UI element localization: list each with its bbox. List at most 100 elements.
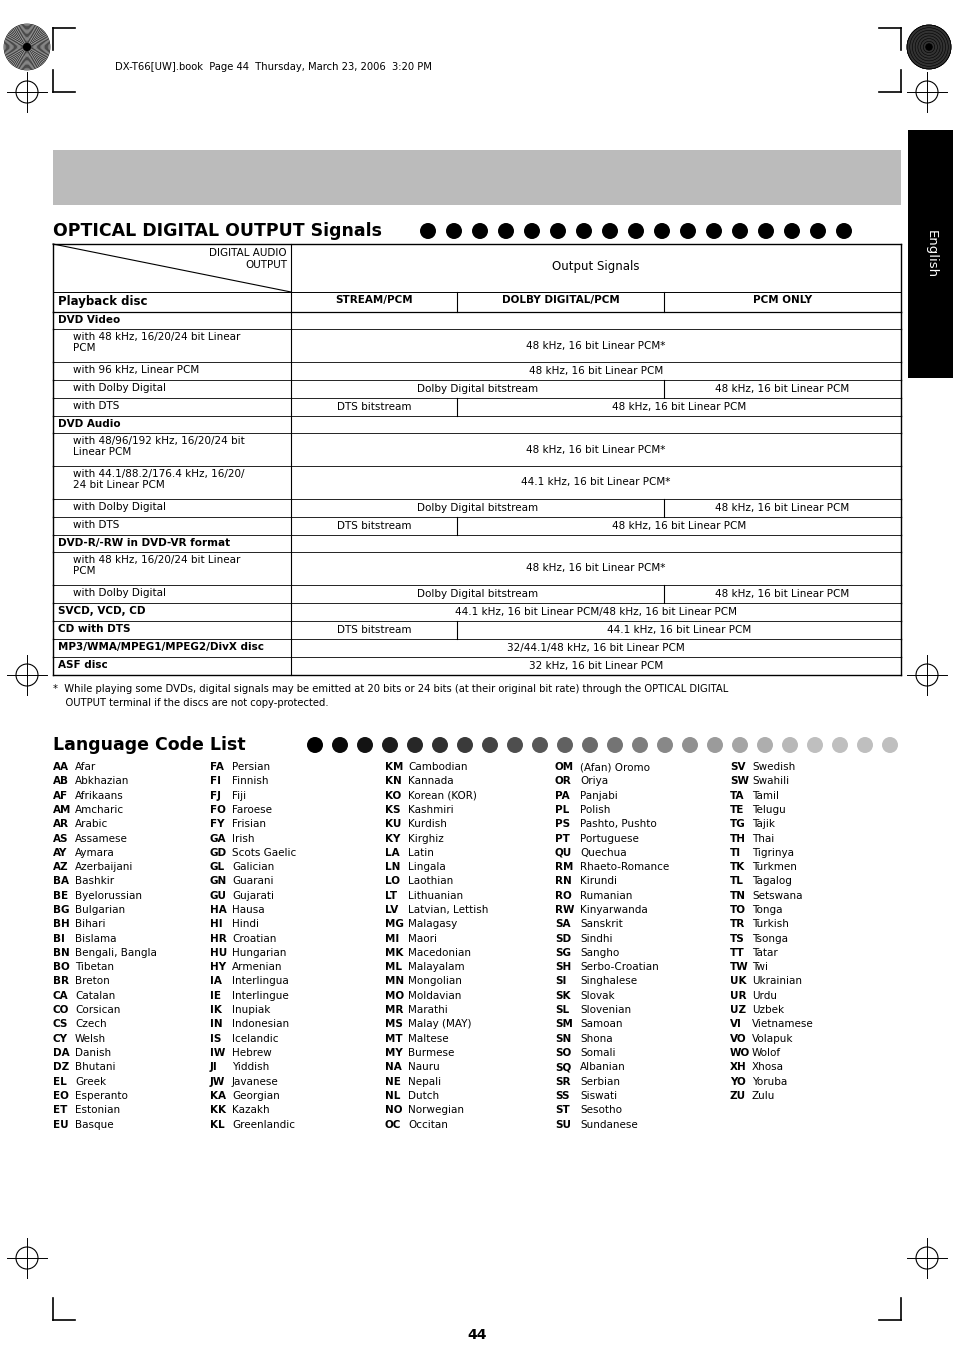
Text: IN: IN [210,1020,222,1029]
Circle shape [731,223,747,239]
Text: MP3/WMA/MPEG1/MPEG2/DivX disc: MP3/WMA/MPEG1/MPEG2/DivX disc [58,642,264,653]
Text: GN: GN [210,877,227,886]
Text: SG: SG [555,948,571,958]
Text: TR: TR [729,919,744,929]
Text: TA: TA [729,790,743,801]
Text: Cambodian: Cambodian [408,762,467,771]
Text: Moldavian: Moldavian [408,990,461,1001]
Text: Wolof: Wolof [751,1048,781,1058]
Text: Language Code List: Language Code List [53,736,245,754]
Text: Afrikaans: Afrikaans [75,790,124,801]
Text: OC: OC [385,1120,401,1129]
Text: Esperanto: Esperanto [75,1090,128,1101]
Circle shape [446,223,461,239]
Text: AY: AY [53,848,68,858]
Circle shape [557,738,573,753]
Text: KK: KK [210,1105,226,1115]
Text: Setswana: Setswana [751,890,801,901]
Text: LN: LN [385,862,400,873]
Text: EL: EL [53,1077,67,1086]
Circle shape [831,738,847,753]
Text: Singhalese: Singhalese [579,977,637,986]
Text: Ukrainian: Ukrainian [751,977,801,986]
Text: Rhaeto-Romance: Rhaeto-Romance [579,862,669,873]
Text: AA: AA [53,762,69,771]
Text: *  While playing some DVDs, digital signals may be emitted at 20 bits or 24 bits: * While playing some DVDs, digital signa… [53,684,727,708]
Text: Armenian: Armenian [232,962,282,973]
Text: GA: GA [210,834,226,843]
Text: Latin: Latin [408,848,434,858]
Circle shape [407,738,422,753]
Text: AZ: AZ [53,862,69,873]
Text: 48 kHz, 16 bit Linear PCM: 48 kHz, 16 bit Linear PCM [611,521,745,531]
Text: IK: IK [210,1005,222,1015]
Circle shape [705,223,721,239]
Text: BI: BI [53,934,65,943]
Text: VO: VO [729,1034,746,1044]
Text: MR: MR [385,1005,403,1015]
Text: RM: RM [555,862,573,873]
Text: Bislama: Bislama [75,934,116,943]
Text: TG: TG [729,819,745,830]
Text: Shona: Shona [579,1034,612,1044]
Text: VI: VI [729,1020,741,1029]
Text: ZU: ZU [729,1090,745,1101]
Text: DVD-R/-RW in DVD-VR format: DVD-R/-RW in DVD-VR format [58,538,230,549]
Text: XH: XH [729,1062,746,1073]
Text: English: English [923,230,937,278]
Text: SVCD, VCD, CD: SVCD, VCD, CD [58,607,146,616]
Text: SV: SV [729,762,744,771]
Text: JI: JI [210,1062,217,1073]
Text: with 48 kHz, 16/20/24 bit Linear
PCM: with 48 kHz, 16/20/24 bit Linear PCM [73,555,240,576]
Text: IE: IE [210,990,221,1001]
Text: Oriya: Oriya [579,777,607,786]
Text: FY: FY [210,819,224,830]
Text: IW: IW [210,1048,225,1058]
Text: UR: UR [729,990,745,1001]
Text: Aymara: Aymara [75,848,114,858]
Text: Malayalam: Malayalam [408,962,464,973]
Text: Swedish: Swedish [751,762,795,771]
Text: Output Signals: Output Signals [552,259,639,273]
Circle shape [631,738,647,753]
Text: Galician: Galician [232,862,274,873]
Text: Tibetan: Tibetan [75,962,113,973]
Text: Javanese: Javanese [232,1077,278,1086]
Circle shape [925,45,931,50]
Text: Bulgarian: Bulgarian [75,905,125,915]
Text: PA: PA [555,790,569,801]
Text: Czech: Czech [75,1020,107,1029]
Bar [53,150,900,205]
Text: Malagasy: Malagasy [408,919,456,929]
Text: Estonian: Estonian [75,1105,120,1115]
Text: SU: SU [555,1120,571,1129]
Text: with Dolby Digital: with Dolby Digital [73,382,166,393]
Circle shape [523,223,539,239]
Circle shape [24,43,30,50]
Text: MS: MS [385,1020,402,1029]
Text: Uzbek: Uzbek [751,1005,783,1015]
Text: KM: KM [385,762,403,771]
Text: Arabic: Arabic [75,819,108,830]
Text: Urdu: Urdu [751,990,776,1001]
Text: Mongolian: Mongolian [408,977,461,986]
Text: DOLBY DIGITAL/PCM: DOLBY DIGITAL/PCM [501,295,618,305]
Text: Samoan: Samoan [579,1020,622,1029]
Text: Tatar: Tatar [751,948,777,958]
Circle shape [356,738,373,753]
Text: AR: AR [53,819,69,830]
Circle shape [924,43,931,50]
Text: with 96 kHz, Linear PCM: with 96 kHz, Linear PCM [73,365,199,376]
Text: TT: TT [729,948,744,958]
Text: AS: AS [53,834,69,843]
Text: Albanian: Albanian [579,1062,625,1073]
Text: Bashkir: Bashkir [75,877,114,886]
Circle shape [627,223,643,239]
Circle shape [806,738,822,753]
Text: (Afan) Oromo: (Afan) Oromo [579,762,649,771]
Text: 48 kHz, 16 bit Linear PCM: 48 kHz, 16 bit Linear PCM [611,403,745,412]
Text: KA: KA [210,1090,226,1101]
Circle shape [381,738,397,753]
Text: AF: AF [53,790,68,801]
Circle shape [576,223,592,239]
